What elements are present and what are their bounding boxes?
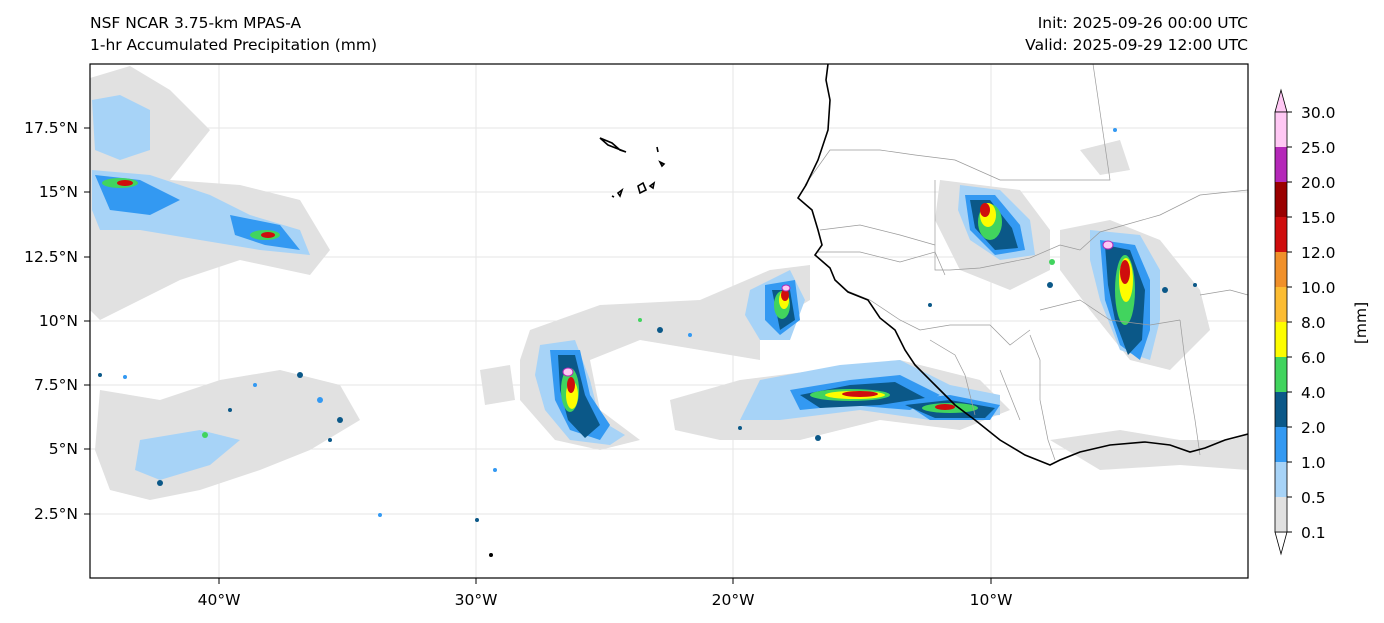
- colorbar-level-label: 6.0: [1301, 349, 1326, 367]
- init-time: Init: 2025-09-26 00:00 UTC: [1037, 14, 1248, 32]
- colorbar-extend-max: [1274, 88, 1288, 113]
- lat-tick-labels: 17.5°N 15°N 12.5°N 10°N 7.5°N 5°N 2.5°N: [24, 119, 78, 523]
- colorbar-segment: [1275, 147, 1287, 182]
- colorbar-extend-min: [1274, 531, 1288, 556]
- lon-tick-labels: 40°W 30°W 20°W 10°W: [198, 591, 1013, 609]
- lon-tick-label: 40°W: [198, 591, 241, 609]
- country-borders: [804, 64, 1248, 461]
- axis-ticks: [84, 127, 992, 584]
- colorbar-segment: [1275, 182, 1287, 217]
- colorbar-segment: [1275, 392, 1287, 427]
- colorbar-level-label: 8.0: [1301, 314, 1326, 332]
- colorbar-segment: [1275, 357, 1287, 392]
- colorbar-label: [mm]: [1352, 302, 1370, 344]
- lat-tick-label: 17.5°N: [24, 119, 78, 137]
- colorbar-level-label: 20.0: [1301, 174, 1336, 192]
- precip-magenta-cells: [562, 240, 1114, 377]
- lat-tick-label: 5°N: [49, 440, 78, 458]
- header-left: NSF NCAR 3.75-km MPAS-A 1-hr Accumulated…: [90, 12, 377, 56]
- colorbar-level-label: 25.0: [1301, 139, 1336, 157]
- colorbar-level-label: 10.0: [1301, 279, 1336, 297]
- colorbar-segment: [1275, 217, 1287, 252]
- model-title: NSF NCAR 3.75-km MPAS-A: [90, 14, 302, 32]
- colorbar-level-label: 30.0: [1301, 104, 1336, 122]
- map-panel: [90, 64, 1248, 578]
- lat-tick-label: 7.5°N: [34, 376, 78, 394]
- lat-tick-label: 15°N: [39, 183, 78, 201]
- colorbar-level-label: 0.1: [1301, 524, 1326, 542]
- colorbar-segment: [1275, 322, 1287, 357]
- lon-tick-label: 10°W: [970, 591, 1013, 609]
- coastline: [599, 64, 1248, 466]
- gridlines: [90, 64, 1248, 578]
- colorbar-segment: [1275, 252, 1287, 287]
- colorbar-level-label: 2.0: [1301, 419, 1326, 437]
- colorbar-segment: [1275, 112, 1287, 147]
- lat-tick-label: 10°N: [39, 312, 78, 330]
- colorbar-segment: [1275, 427, 1287, 462]
- colorbar-level-label: 0.5: [1301, 489, 1326, 507]
- header-right: Init: 2025-09-26 00:00 UTC Valid: 2025-0…: [1025, 12, 1248, 56]
- lat-tick-label: 2.5°N: [34, 505, 78, 523]
- colorbar-segment: [1275, 287, 1287, 322]
- precip-scattered-cells: [98, 128, 1197, 557]
- colorbar-level-label: 4.0: [1301, 384, 1326, 402]
- colorbar-level-label: 1.0: [1301, 454, 1326, 472]
- precip-red-cells: [117, 180, 1130, 410]
- colorbar-level-label: 15.0: [1301, 209, 1336, 227]
- colorbar-level-label: 12.0: [1301, 244, 1336, 262]
- lon-tick-label: 30°W: [455, 591, 498, 609]
- colorbar-segment: [1275, 462, 1287, 497]
- valid-time: Valid: 2025-09-29 12:00 UTC: [1025, 36, 1248, 54]
- field-title: 1-hr Accumulated Precipitation (mm): [90, 36, 377, 54]
- colorbar-segment: [1275, 497, 1287, 532]
- lat-tick-label: 12.5°N: [24, 248, 78, 266]
- lon-tick-label: 20°W: [712, 591, 755, 609]
- colorbar: 0.1 0.5 1.0 2.0 4.0 6.0 8.0 10.0 12.0 15.0 20.0 25.…: [1274, 88, 1336, 556]
